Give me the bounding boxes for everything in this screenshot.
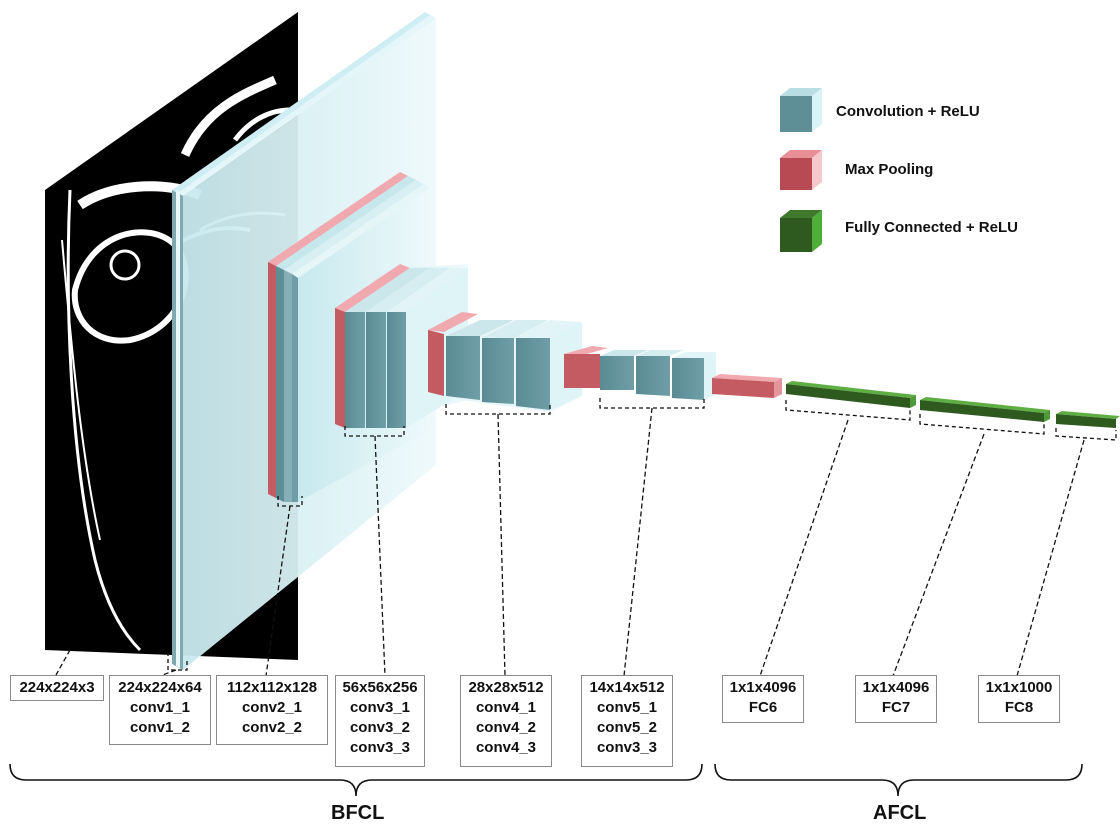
pool5-block bbox=[712, 374, 782, 398]
group-braces bbox=[9, 763, 1083, 797]
layer-name: FC7 bbox=[881, 699, 911, 716]
layer-label-conv3: 56x56x256 conv3_1 conv3_2 conv3_3 bbox=[335, 675, 425, 767]
leader-conv5 bbox=[623, 407, 653, 677]
layer-name: conv3_3 bbox=[596, 739, 658, 756]
layer-size: 224x224x64 bbox=[118, 679, 202, 696]
leader-input bbox=[55, 649, 71, 676]
conv4-block bbox=[428, 312, 582, 412]
layer-label-input: 224x224x3 bbox=[10, 675, 104, 701]
leader-conv1 bbox=[159, 669, 177, 677]
legend-label-pool: Max Pooling bbox=[845, 161, 933, 178]
layer-label-conv4: 28x28x512 conv4_1 conv4_2 conv4_3 bbox=[460, 675, 552, 767]
layer-label-fc7: 1x1x4096 FC7 bbox=[855, 675, 937, 723]
fc7-bar bbox=[920, 397, 1050, 422]
leader-fc8 bbox=[1016, 439, 1085, 677]
bracket-fc8 bbox=[1055, 428, 1117, 441]
leader-conv4 bbox=[497, 413, 506, 677]
layer-name: FC6 bbox=[748, 699, 778, 716]
leader-fc6 bbox=[759, 419, 849, 677]
layer-name: conv3_1 bbox=[349, 699, 411, 716]
layer-label-conv5: 14x14x512 conv5_1 conv5_2 conv3_3 bbox=[581, 675, 673, 767]
leader-conv2 bbox=[265, 505, 291, 677]
layer-label-fc6: 1x1x4096 FC6 bbox=[722, 675, 804, 723]
layer-name: FC8 bbox=[1004, 699, 1034, 716]
conv-cube-icon bbox=[780, 88, 822, 132]
layer-size: 1x1x4096 bbox=[729, 679, 797, 696]
layer-size: 1x1x4096 bbox=[862, 679, 930, 696]
layer-name: conv3_2 bbox=[349, 719, 411, 736]
layer-name: conv1_2 bbox=[129, 719, 191, 736]
layer-size: 112x112x128 bbox=[226, 679, 318, 696]
layer-label-conv1: 224x224x64 conv1_1 conv1_2 bbox=[109, 675, 211, 745]
pool-cube-icon bbox=[780, 150, 822, 190]
layer-name: conv2_1 bbox=[241, 699, 303, 716]
legend: Convolution + ReLU Max Pooling Fully Con… bbox=[780, 88, 1018, 252]
layer-size: 56x56x256 bbox=[342, 679, 418, 696]
bracket-conv3 bbox=[344, 426, 405, 437]
leader-conv3 bbox=[374, 435, 386, 677]
leader-lines bbox=[55, 407, 1085, 677]
fc-cube-icon bbox=[780, 210, 822, 252]
brace-bfcl bbox=[9, 763, 703, 797]
layer-name: conv5_1 bbox=[596, 699, 658, 716]
layer-size: 14x14x512 bbox=[589, 679, 665, 696]
bracket-fc6 bbox=[785, 400, 911, 421]
layer-name: conv4_1 bbox=[475, 699, 537, 716]
bracket-conv1 bbox=[167, 652, 188, 671]
fc6-bar bbox=[786, 381, 916, 408]
legend-label-fc: Fully Connected + ReLU bbox=[845, 219, 1018, 236]
layer-label-conv2: 112x112x128 conv2_1 conv2_2 bbox=[216, 675, 328, 745]
layer-name: conv3_3 bbox=[349, 739, 411, 756]
fc8-bar bbox=[1056, 411, 1120, 428]
bracket-conv5 bbox=[599, 398, 705, 409]
bracket-conv4 bbox=[445, 404, 551, 415]
layer-size: 28x28x512 bbox=[468, 679, 544, 696]
brace-afcl bbox=[714, 763, 1083, 797]
group-label-afcl: AFCL bbox=[873, 802, 927, 824]
bracket-fc7 bbox=[919, 414, 1045, 435]
layer-name: conv5_2 bbox=[596, 719, 658, 736]
layer-name: conv4_3 bbox=[475, 739, 537, 756]
layer-size: 224x224x3 bbox=[19, 679, 95, 696]
conv5-block bbox=[564, 346, 716, 400]
layer-label-fc8: 1x1x1000 FC8 bbox=[978, 675, 1060, 723]
layer-name: conv2_2 bbox=[241, 719, 303, 736]
group-label-bfcl: BFCL bbox=[331, 802, 385, 824]
layer-name: conv4_2 bbox=[475, 719, 537, 736]
legend-label-conv: Convolution + ReLU bbox=[836, 103, 980, 120]
layer-name: conv1_1 bbox=[129, 699, 191, 716]
leader-fc7 bbox=[892, 433, 985, 677]
layer-size: 1x1x1000 bbox=[985, 679, 1053, 696]
